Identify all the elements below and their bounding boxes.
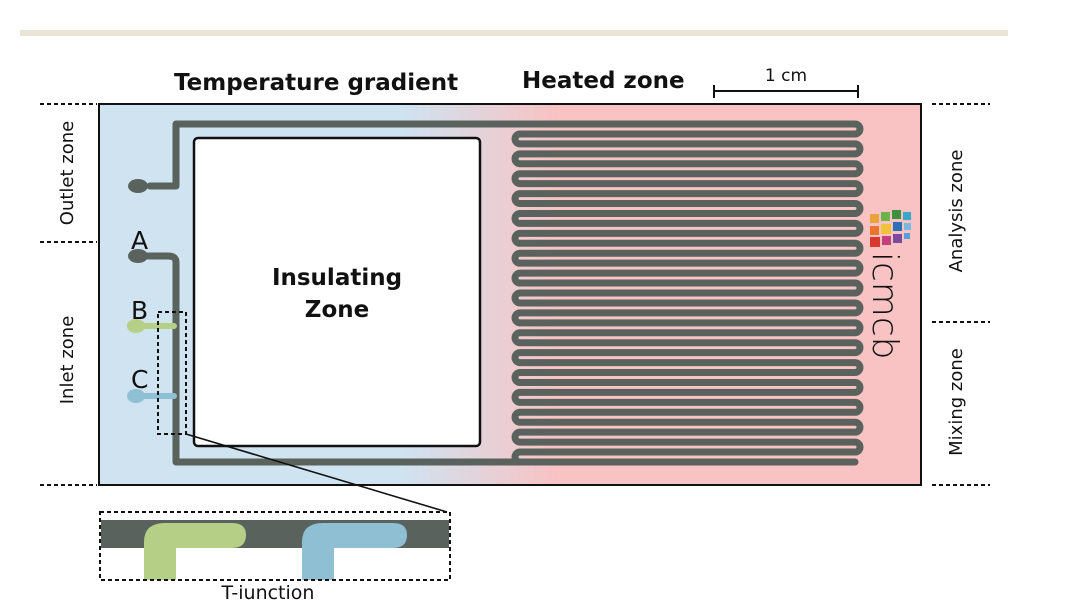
inlet-a-port: [128, 249, 148, 263]
heated-zone-label: Heated zone: [522, 68, 685, 94]
zoom-connector: [185, 433, 448, 513]
inlet-b-label: B: [131, 296, 148, 325]
scale-bar: [713, 85, 859, 98]
insulating-zone-label-line2: Zone: [305, 297, 369, 323]
inlet-b-fluid: [127, 319, 177, 333]
mixing-zone-label: Mixing zone: [946, 348, 967, 456]
inset-border: [99, 511, 451, 581]
scale-bar-label: 1 cm: [765, 66, 807, 86]
logo-text: icmcb: [864, 252, 905, 360]
header-rule: [20, 30, 1008, 36]
t-junction-inset: T-iunction: [99, 511, 451, 601]
inlet-c-label: C: [131, 365, 148, 394]
outlet-channel: [146, 120, 524, 190]
icmcb-logo: icmcb: [864, 210, 911, 360]
inlet-channel: [144, 252, 524, 466]
logo-squares-icon: [870, 210, 911, 247]
inset-fluid-c: [302, 523, 407, 580]
channel-network: [144, 120, 864, 466]
inlet-zone-label: Inlet zone: [57, 316, 78, 405]
outlet-zone-label: Outlet zone: [57, 121, 78, 225]
inlet-c-fluid: [127, 389, 177, 403]
analysis-zone-label: Analysis zone: [946, 150, 967, 273]
t-junction-label: T-iunction: [221, 582, 315, 601]
inset-fluid-b: [144, 523, 246, 580]
insulating-zone: [192, 136, 482, 448]
insulating-zone-label-line1: Insulating: [272, 265, 402, 291]
t-junction-selection: [157, 311, 187, 435]
outlet-port: [128, 179, 148, 193]
inlet-a-label: A: [131, 226, 148, 255]
temperature-gradient-label: Temperature gradient: [174, 70, 458, 96]
serpentine-channel: [511, 120, 864, 466]
